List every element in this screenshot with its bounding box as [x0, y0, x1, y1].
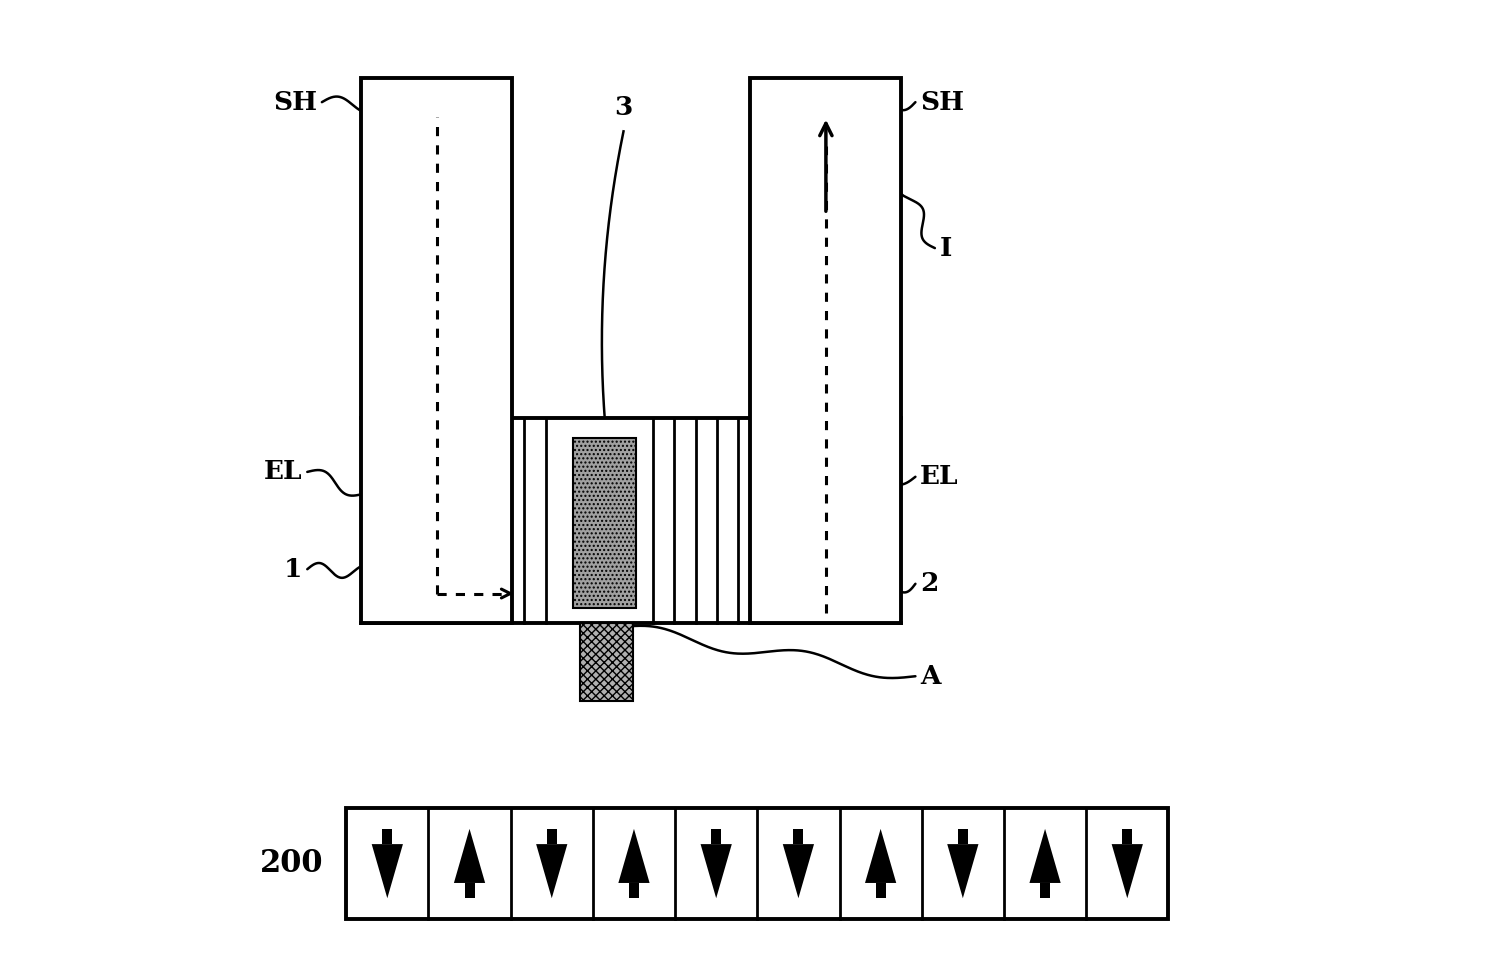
Polygon shape [454, 829, 484, 883]
Bar [382, 829, 393, 845]
Bar [876, 883, 885, 898]
Bar [465, 883, 474, 898]
Bar [628, 883, 639, 898]
Polygon shape [700, 845, 732, 898]
Polygon shape [536, 845, 567, 898]
Bar [794, 829, 804, 845]
Text: 2: 2 [921, 571, 939, 596]
Text: A: A [921, 664, 940, 689]
Bar [548, 829, 556, 845]
Text: 200: 200 [261, 848, 324, 879]
Bar [750, 78, 902, 623]
Bar [1122, 829, 1132, 845]
Bar [958, 829, 968, 845]
Text: 3: 3 [615, 94, 633, 120]
Text: EL: EL [921, 464, 958, 489]
Polygon shape [618, 829, 650, 883]
Polygon shape [1112, 845, 1143, 898]
Polygon shape [946, 845, 978, 898]
Text: SH: SH [921, 90, 964, 115]
Bar [1040, 883, 1050, 898]
Bar [711, 829, 722, 845]
Polygon shape [783, 845, 814, 898]
Polygon shape [372, 845, 404, 898]
Bar [346, 808, 1168, 919]
Polygon shape [1029, 829, 1060, 883]
Polygon shape [865, 829, 895, 883]
Bar [573, 438, 636, 608]
Text: SH: SH [273, 90, 316, 115]
Bar [362, 78, 512, 623]
Text: EL: EL [264, 459, 303, 485]
Text: I: I [939, 235, 952, 261]
Text: 1: 1 [284, 557, 303, 582]
Bar [579, 623, 633, 701]
